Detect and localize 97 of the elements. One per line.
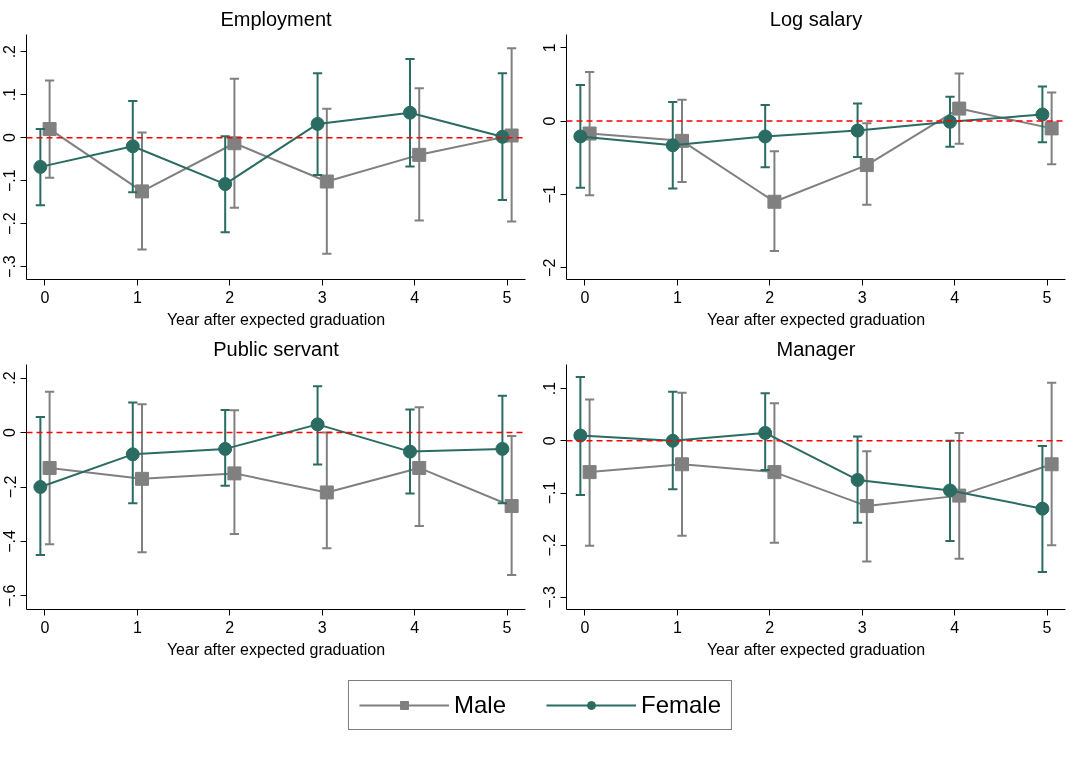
- y-tick-label: −1: [541, 185, 559, 204]
- point: [859, 499, 874, 514]
- y-tick-label: −.2: [1, 212, 19, 235]
- x-tick-label: 1: [132, 288, 142, 306]
- x-tick-label: 3: [317, 288, 327, 306]
- y-tick-label: .2: [1, 371, 19, 385]
- point: [850, 472, 865, 487]
- legend-label: Male: [453, 691, 506, 719]
- point: [319, 174, 334, 189]
- x-tick-label: 2: [225, 618, 235, 636]
- point: [319, 485, 334, 500]
- x-tick-label: 5: [502, 288, 512, 306]
- point: [125, 447, 140, 462]
- point: [573, 428, 588, 443]
- x-tick-label: 4: [410, 618, 420, 636]
- point: [412, 147, 427, 162]
- y-tick-label: .1: [1, 87, 19, 102]
- x-tick-label: 2: [765, 618, 775, 636]
- point: [135, 471, 150, 486]
- point: [125, 139, 140, 154]
- y-tick-label: .1: [541, 381, 559, 396]
- x-tick-label: 0: [580, 618, 590, 636]
- point: [227, 136, 242, 151]
- point: [1044, 121, 1059, 136]
- x-tick-label: 1: [672, 288, 682, 306]
- point: [582, 465, 597, 480]
- x-tick-label: 0: [580, 288, 590, 306]
- y-tick-label: −.6: [1, 584, 19, 608]
- y-tick-label: −2: [541, 258, 559, 277]
- point: [218, 177, 233, 192]
- y-tick-label: −.3: [1, 255, 19, 278]
- y-tick-label: 0: [541, 116, 559, 126]
- y-tick-label: −.3: [541, 586, 559, 609]
- x-axis-title: Year after expected graduation: [706, 310, 926, 328]
- point: [767, 465, 782, 480]
- y-tick-label: −.1: [541, 481, 559, 505]
- y-tick-label: 0: [541, 436, 559, 446]
- point: [495, 129, 510, 144]
- point: [218, 441, 233, 456]
- point: [1035, 107, 1050, 122]
- point: [942, 114, 957, 129]
- point: [850, 123, 865, 138]
- point: [665, 138, 680, 153]
- y-tick-label: −.1: [1, 169, 19, 192]
- point: [859, 158, 874, 173]
- point: [573, 129, 588, 144]
- y-tick-label: 0: [1, 428, 19, 437]
- y-tick-label: .2: [1, 44, 19, 59]
- x-tick-label: 2: [225, 288, 235, 306]
- point: [33, 480, 48, 494]
- x-tick-label: 4: [410, 288, 420, 306]
- point: [942, 483, 957, 498]
- x-tick-label: 5: [1042, 288, 1052, 306]
- x-tick-label: 3: [317, 618, 327, 636]
- x-tick-label: 5: [1042, 618, 1052, 636]
- chart-title: Employment: [220, 7, 333, 30]
- point: [495, 441, 510, 456]
- point: [310, 116, 325, 131]
- x-tick-label: 3: [857, 288, 867, 306]
- chart-title: Public servant: [213, 337, 340, 360]
- chart-title: Manager: [776, 337, 856, 360]
- x-axis-title: Year after expected graduation: [706, 640, 926, 658]
- x-tick-label: 4: [950, 288, 960, 306]
- point: [412, 460, 427, 475]
- point: [227, 466, 242, 481]
- point: [402, 444, 417, 459]
- y-tick-label: 1: [541, 43, 559, 53]
- x-tick-label: 1: [132, 618, 142, 636]
- y-tick-label: −.2: [1, 475, 19, 499]
- point: [33, 159, 48, 174]
- point: [504, 499, 519, 514]
- y-tick-label: −.2: [541, 533, 559, 557]
- point: [758, 129, 773, 144]
- x-tick-label: 0: [40, 288, 50, 306]
- point: [1044, 457, 1059, 472]
- x-tick-label: 5: [502, 618, 512, 636]
- x-tick-label: 2: [765, 288, 775, 306]
- x-axis-title: Year after expected graduation: [166, 640, 386, 658]
- x-tick-label: 1: [672, 618, 682, 636]
- point: [135, 184, 150, 199]
- x-axis-title: Year after expected graduation: [166, 310, 386, 328]
- y-tick-label: −.4: [1, 530, 19, 553]
- x-tick-label: 4: [950, 618, 960, 636]
- x-tick-label: 3: [857, 618, 867, 636]
- x-tick-label: 0: [40, 618, 50, 636]
- legend-label: Female: [641, 691, 722, 719]
- point: [42, 460, 57, 475]
- point: [42, 122, 57, 137]
- y-tick-label: 0: [1, 133, 19, 143]
- chart-title: Log salary: [769, 7, 863, 30]
- point: [952, 101, 967, 116]
- point: [402, 105, 417, 120]
- point: [675, 457, 690, 472]
- point: [758, 425, 773, 440]
- point: [767, 194, 782, 209]
- point: [310, 417, 325, 432]
- point: [1035, 501, 1050, 516]
